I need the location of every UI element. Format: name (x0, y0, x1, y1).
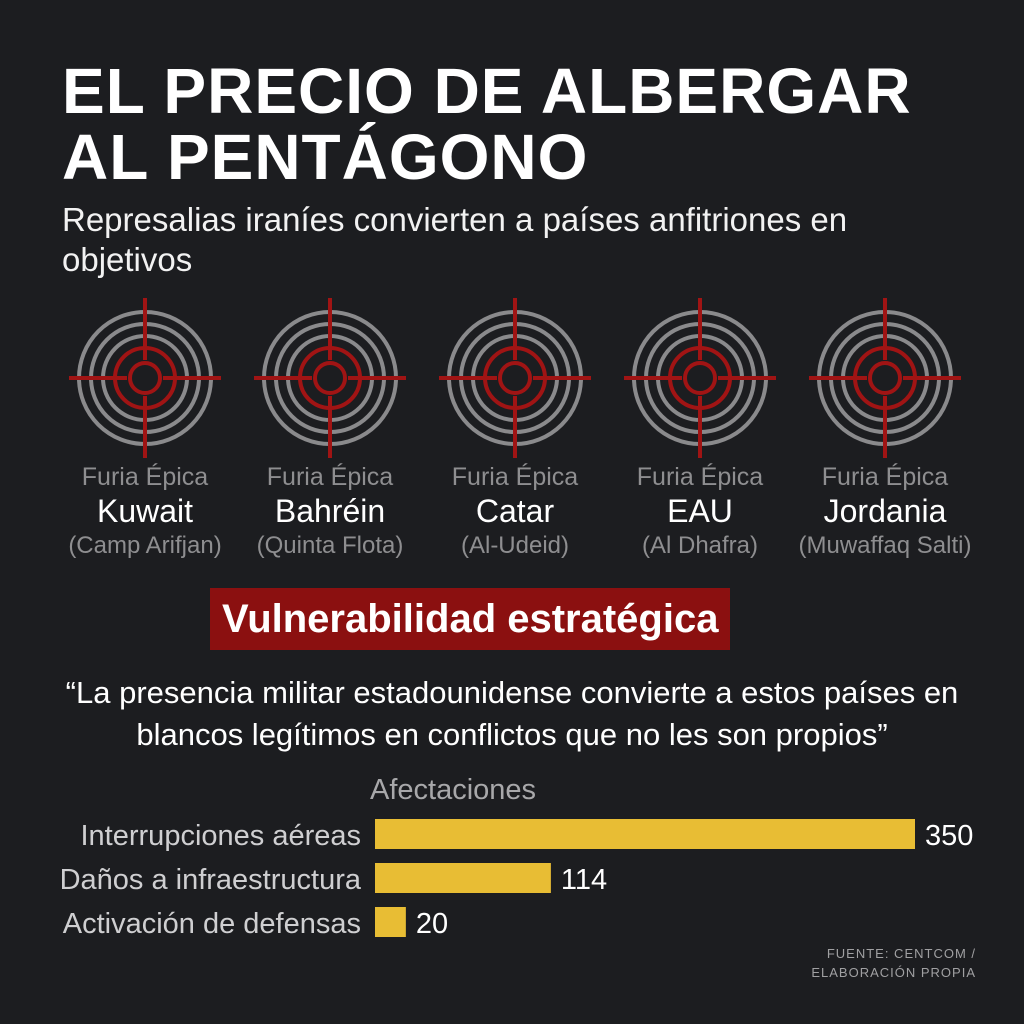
target-country: Catar (475, 493, 555, 529)
target-bahrein: Furia Épica Bahréin (Quinta Flota) (235, 298, 425, 562)
bar (375, 907, 406, 937)
target-inner-ring (498, 361, 532, 395)
target-kuwait: Furia Épica Kuwait (Camp Arifjan) (50, 298, 240, 562)
target-jordania: Furia Épica Jordania (Muwaffaq Salti) (790, 298, 980, 562)
value-label: 114 (561, 864, 607, 896)
target-base: (Muwaffaq Salti) (798, 532, 972, 559)
source-note: FUENTE: CENTCOM / ELABORACIÓN PROPIA (811, 944, 976, 982)
category-label: Daños a infraestructura (60, 864, 362, 896)
target-eau: Furia Épica EAU (Al Dhafra) (605, 298, 795, 562)
target-country: EAU (667, 493, 733, 529)
bar-chart: Interrupciones aéreas 350 Daños a infraest… (60, 819, 973, 940)
target-base: (Al-Udeid) (460, 532, 570, 559)
crosshair-icon (439, 298, 591, 458)
quote-text: “La presencia militar estadounidense con… (65, 675, 959, 752)
page-title: EL PRECIO DE ALBERGAR AL PENTÁGONO (62, 55, 912, 193)
bar (375, 863, 551, 893)
crosshair-icon (254, 298, 406, 458)
target-base: (Camp Arifjan) (68, 532, 222, 559)
target-base: (Al Dhafra) (641, 532, 759, 559)
target-operation: Furia Épica (81, 463, 209, 491)
bar (375, 819, 915, 849)
crosshair-icon (809, 298, 961, 458)
target-operation: Furia Épica (451, 463, 579, 491)
value-label: 20 (416, 908, 448, 940)
category-label: Activación de defensas (63, 908, 361, 940)
source-line-1: FUENTE: CENTCOM / (826, 946, 976, 961)
crosshair-icon (624, 298, 776, 458)
target-operation: Furia Épica (266, 463, 394, 491)
target-operation: Furia Épica (636, 463, 764, 491)
target-operation: Furia Épica (821, 463, 949, 491)
source-line-2: ELABORACIÓN PROPIA (811, 965, 976, 980)
target-inner-ring (313, 361, 347, 395)
value-label: 350 (925, 820, 973, 852)
target-country: Jordania (823, 493, 947, 529)
target-country: Bahréin (274, 493, 386, 529)
page-subtitle: Represalias iraníes convierten a países … (62, 201, 848, 278)
target-inner-ring (683, 361, 717, 395)
target-inner-ring (128, 361, 162, 395)
target-inner-ring (868, 361, 902, 395)
target-base: (Quinta Flota) (256, 532, 404, 559)
crosshair-icon (69, 298, 221, 458)
category-label: Interrupciones aéreas (81, 820, 362, 852)
target-catar: Furia Épica Catar (Al-Udeid) (420, 298, 610, 562)
chart-title: Afectaciones (370, 774, 537, 806)
target-country: Kuwait (96, 493, 194, 529)
section-banner: Vulnerabilidad estratégica (210, 588, 731, 650)
targets-row: Furia Épica Kuwait (Camp Arifjan) Furia … (50, 298, 990, 568)
